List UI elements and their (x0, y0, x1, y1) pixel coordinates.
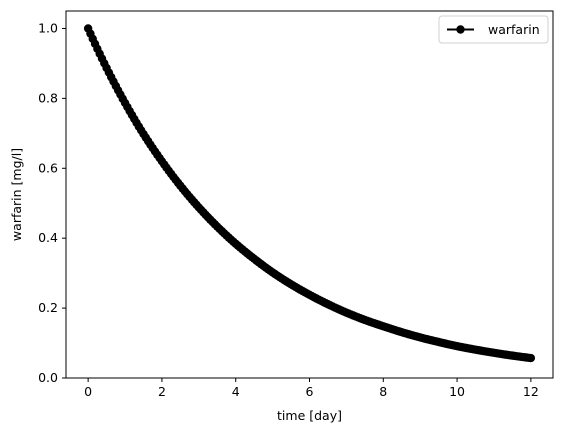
y-tick-label: 0.8 (38, 90, 58, 105)
data-point (526, 353, 536, 363)
plot-area-frame (65, 10, 554, 379)
plot-layer (83, 24, 536, 363)
x-tick-label: 10 (449, 384, 465, 399)
y-tick-label: 0.2 (38, 300, 58, 315)
y-tick-label: 0.0 (38, 370, 58, 385)
y-axis-label: warfarin [mg/l] (9, 148, 24, 241)
x-axis-label: time [day] (277, 408, 342, 423)
y-tick-label: 0.6 (38, 160, 58, 175)
y-tick-label: 1.0 (38, 20, 58, 35)
x-tick-label: 4 (232, 384, 240, 399)
tick-layer: 0 2 4 6 8 10 12 0.0 0.2 0.4 0.6 0.8 1.0 (38, 20, 539, 399)
x-tick-label: 12 (523, 384, 539, 399)
x-tick-label: 0 (84, 384, 92, 399)
series-line-warfarin (87, 28, 531, 360)
legend-marker (456, 25, 465, 34)
x-tick-label: 8 (379, 384, 387, 399)
legend-label-warfarin: warfarin (488, 22, 540, 37)
legend: warfarin (438, 15, 549, 44)
x-tick-label: 6 (306, 384, 314, 399)
x-tick-label: 2 (158, 384, 166, 399)
y-tick-label: 0.4 (38, 230, 58, 245)
legend-box (438, 15, 549, 44)
